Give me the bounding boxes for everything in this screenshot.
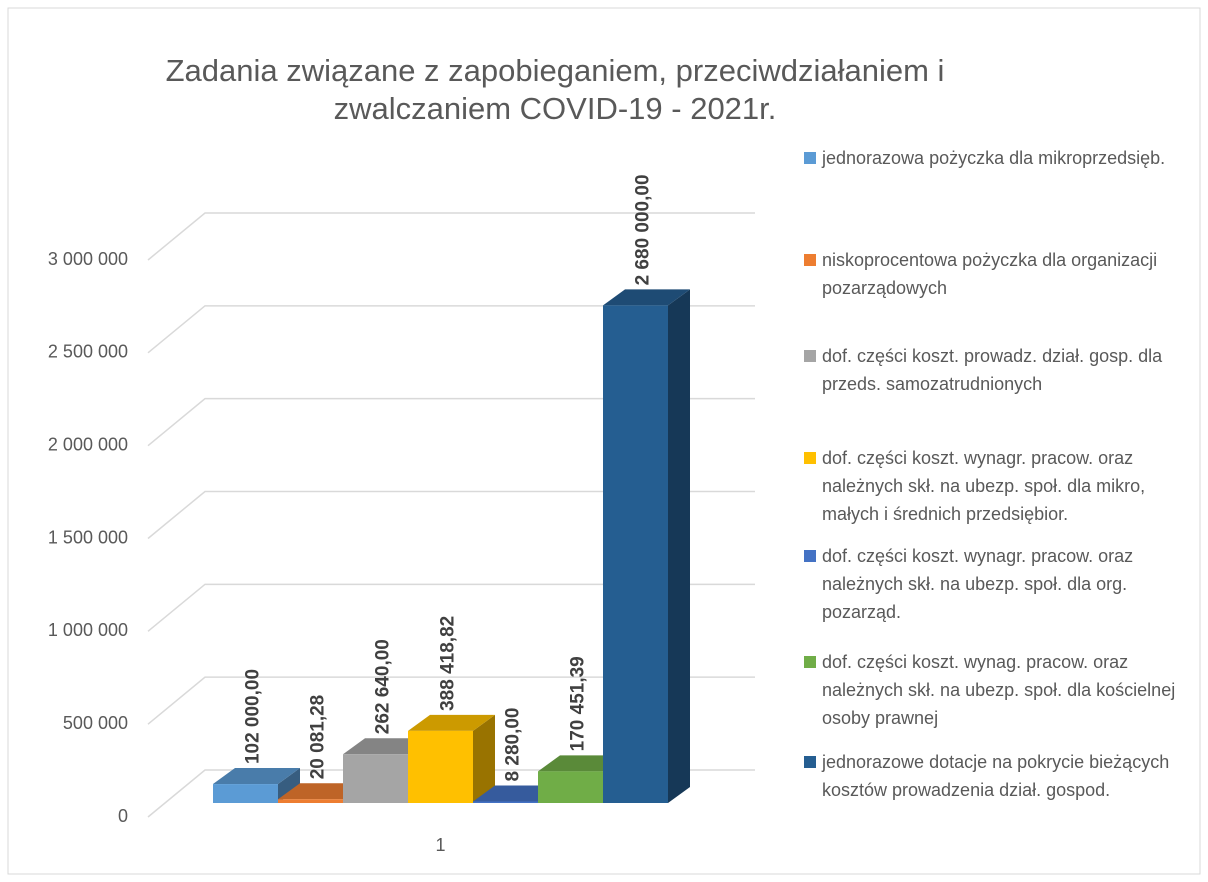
data-label: 102 000,00 bbox=[243, 669, 264, 764]
bar bbox=[343, 754, 408, 803]
legend-label: dof. części koszt. wynagr. pracow. oraz … bbox=[822, 546, 1134, 622]
legend-swatch bbox=[804, 656, 816, 668]
bar-top bbox=[603, 289, 690, 306]
legend-label: jednorazowe dotacje na pokrycie bieżącyc… bbox=[822, 752, 1170, 800]
legend-swatch bbox=[804, 152, 816, 164]
bar bbox=[213, 784, 278, 803]
grid-line bbox=[147, 676, 755, 725]
legend-label: dof. części koszt. prowadz. dział. gosp.… bbox=[822, 346, 1163, 394]
bar-side bbox=[668, 289, 690, 803]
y-tick-label: 1 000 000 bbox=[48, 620, 128, 640]
y-tick-label: 0 bbox=[118, 806, 128, 826]
x-tick-label: 1 bbox=[435, 835, 445, 855]
data-label: 388 418,82 bbox=[438, 616, 459, 711]
y-tick-label: 3 000 000 bbox=[48, 249, 128, 269]
bar bbox=[603, 305, 668, 803]
grid-line bbox=[147, 490, 755, 540]
y-tick-label: 500 000 bbox=[63, 713, 128, 733]
legend-label: jednorazowa pożyczka dla mikroprzedsięb. bbox=[822, 148, 1166, 168]
bar bbox=[278, 799, 343, 803]
y-tick-label: 1 500 000 bbox=[48, 527, 128, 547]
legend-swatch bbox=[804, 254, 816, 266]
legend-swatch bbox=[804, 452, 816, 464]
data-label: 20 081,28 bbox=[308, 695, 329, 780]
bar bbox=[538, 771, 603, 803]
legend-label: niskoprocentowa pożyczka dla organizacji… bbox=[822, 250, 1158, 298]
data-label: 2 680 000,00 bbox=[633, 174, 654, 285]
chart-border bbox=[7, 7, 1201, 875]
bar bbox=[408, 730, 473, 803]
y-tick-label: 2 500 000 bbox=[48, 342, 128, 362]
data-label: 262 640,00 bbox=[373, 639, 394, 734]
legend-item: dof. części koszt. prowadz. dział. gosp.… bbox=[800, 342, 1200, 398]
legend-item: jednorazowe dotacje na pokrycie bieżącyc… bbox=[800, 748, 1200, 804]
grid-line bbox=[147, 583, 755, 632]
bar bbox=[473, 801, 538, 803]
legend-item: dof. części koszt. wynag. pracow. oraz n… bbox=[800, 648, 1200, 732]
legend-item: dof. części koszt. wynagr. pracow. oraz … bbox=[800, 542, 1200, 626]
legend-item: dof. części koszt. wynagr. pracow. oraz … bbox=[800, 444, 1200, 528]
legend-item: niskoprocentowa pożyczka dla organizacji… bbox=[800, 246, 1200, 302]
bar-top bbox=[213, 768, 300, 785]
data-label: 170 451,39 bbox=[568, 656, 589, 751]
chart-title: Zadania związane z zapobieganiem, przeci… bbox=[165, 53, 945, 126]
legend-label: dof. części koszt. wynag. pracow. oraz n… bbox=[822, 652, 1176, 728]
legend-label: dof. części koszt. wynagr. pracow. oraz … bbox=[822, 448, 1146, 524]
legend-swatch bbox=[804, 350, 816, 362]
legend-swatch bbox=[804, 550, 816, 562]
bar-side bbox=[473, 714, 495, 803]
legend-item: jednorazowa pożyczka dla mikroprzedsięb. bbox=[800, 144, 1165, 172]
legend-swatch bbox=[804, 756, 816, 768]
grid-line bbox=[147, 305, 755, 354]
bar-top bbox=[408, 714, 495, 731]
y-tick-label: 2 000 000 bbox=[48, 434, 128, 454]
bar-side bbox=[278, 768, 300, 803]
grid-line bbox=[147, 397, 755, 447]
data-label: 8 280,00 bbox=[503, 707, 524, 781]
grid-line bbox=[147, 212, 755, 261]
